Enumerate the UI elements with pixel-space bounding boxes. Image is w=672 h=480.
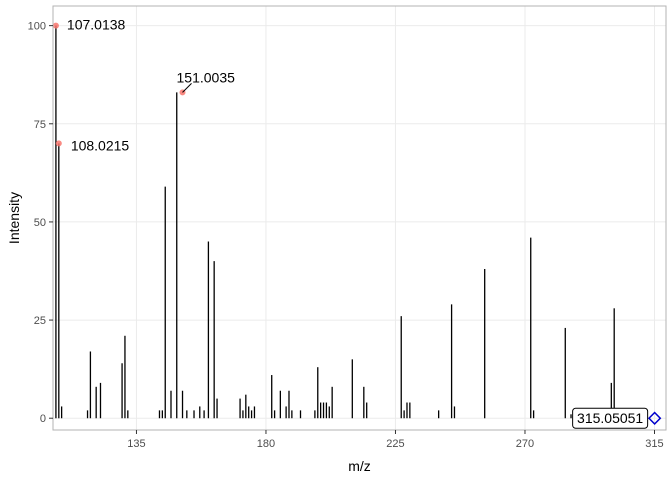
precursor-diamond xyxy=(647,411,662,425)
x-tick-label: 315 xyxy=(645,438,663,450)
x-tick-label: 135 xyxy=(127,438,145,450)
x-tick-label: 270 xyxy=(516,438,534,450)
panel-border xyxy=(52,5,667,431)
x-tick-label: 225 xyxy=(386,438,404,450)
precursor-marker: 315.05051 xyxy=(572,407,662,429)
x-tick-label: 180 xyxy=(257,438,275,450)
precursor-label-box xyxy=(572,407,649,429)
x-axis-ticks: 135 180 225 270 315 xyxy=(127,430,664,450)
x-axis-title: m/z xyxy=(348,458,371,474)
y-tick-label: 50 xyxy=(34,217,46,229)
spectrum-bars xyxy=(55,25,615,419)
peak-label: 151.0035 xyxy=(177,69,236,85)
y-tick-label: 75 xyxy=(34,119,46,131)
y-tick-label: 0 xyxy=(40,413,46,425)
label-leader-line xyxy=(182,83,192,93)
y-tick-label: 25 xyxy=(34,315,46,327)
precursor-label: 315.05051 xyxy=(577,410,643,426)
panel-background xyxy=(53,6,666,430)
highlight-point xyxy=(52,22,59,29)
grid-lines xyxy=(53,6,666,430)
highlighted-peaks: 107.0138 108.0215 151.0035 xyxy=(52,17,236,153)
y-tick-label: 100 xyxy=(28,21,46,33)
peak-label: 107.0138 xyxy=(67,17,126,33)
peak-label: 108.0215 xyxy=(71,137,130,153)
highlight-point xyxy=(55,140,62,147)
y-axis-title: Intensity xyxy=(6,192,22,244)
y-axis-ticks: 0 25 50 75 100 xyxy=(28,21,53,425)
